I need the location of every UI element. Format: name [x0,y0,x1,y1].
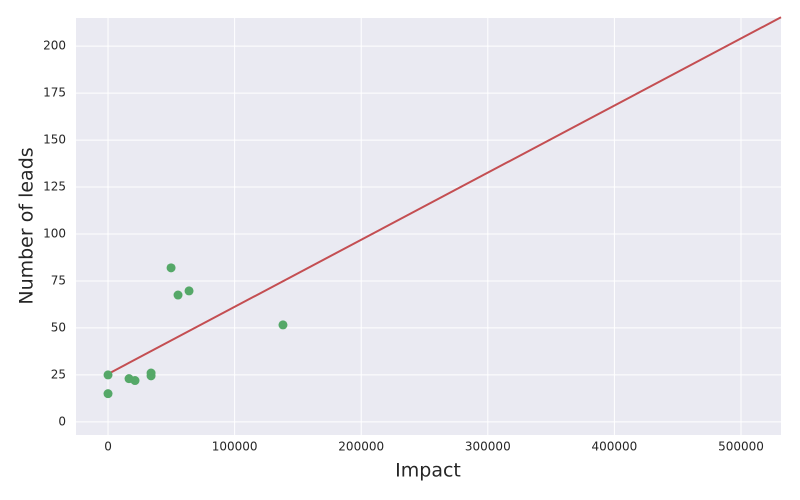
fit-line [107,16,782,375]
y-tick-label: 25 [51,367,66,381]
point [103,389,113,399]
x-tick-label: 500000 [718,440,764,454]
x-tick-label: 0 [104,440,112,454]
y-tick-label: 75 [51,273,66,287]
point [173,290,183,300]
y-tick-label: 100 [43,227,66,241]
y-tick-label: 0 [58,414,66,428]
y-tick-label: 150 [43,133,66,147]
y-tick-label: 175 [43,86,66,100]
x-tick-label: 100000 [212,440,258,454]
y-axis-label: Number of leads [16,147,38,304]
y-tick-label: 50 [51,320,66,334]
x-axis-label: Impact [395,460,461,482]
point [103,370,113,380]
plot-area [76,18,781,435]
y-tick-label: 125 [43,180,66,194]
x-tick-label: 300000 [465,440,511,454]
point [184,286,194,296]
point [166,263,176,273]
x-tick-label: 400000 [591,440,637,454]
x-tick-label: 200000 [338,440,384,454]
point [278,320,288,330]
point [146,371,156,381]
point [130,376,140,386]
y-tick-label: 200 [43,39,66,53]
